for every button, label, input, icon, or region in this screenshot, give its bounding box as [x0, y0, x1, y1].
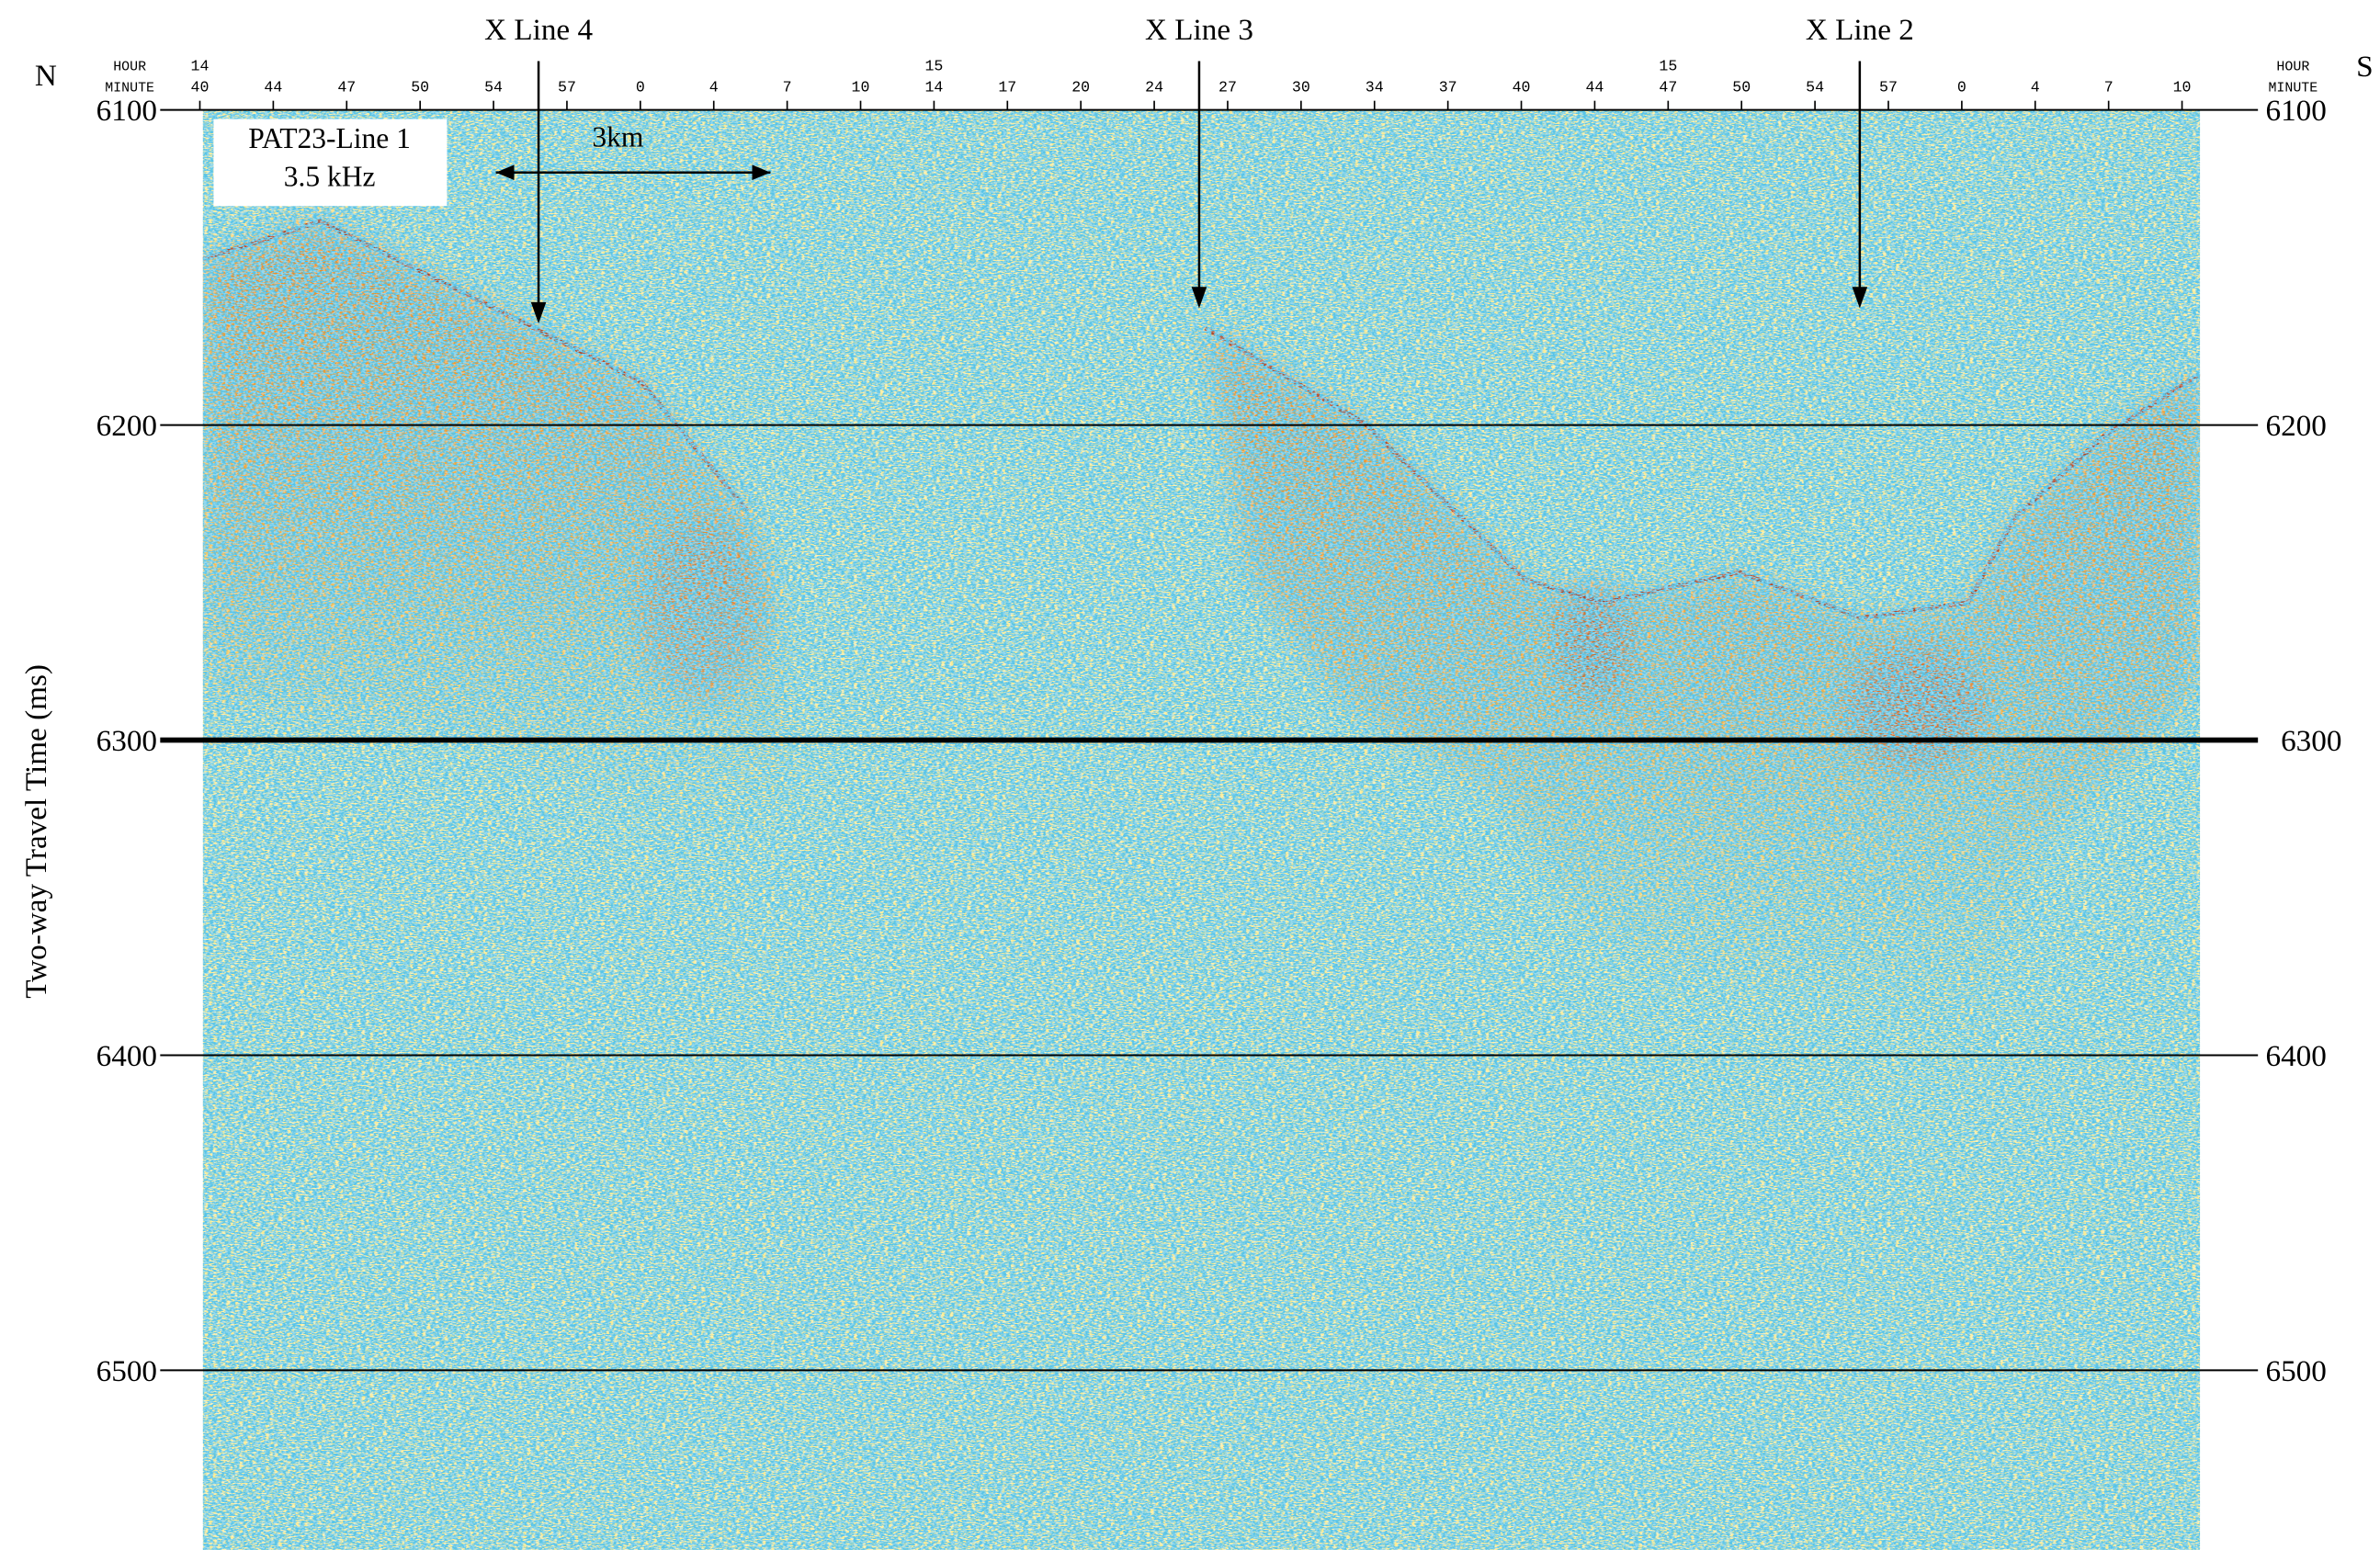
- minute-tick-label: 27: [1218, 79, 1237, 96]
- minute-tick-label: 10: [852, 79, 870, 96]
- crossing-arrowhead: [1852, 287, 1868, 309]
- label-box: [213, 119, 448, 207]
- y-tick-label: 6100: [2265, 94, 2326, 128]
- scale-bar: [495, 164, 771, 180]
- minute-tick-label: 47: [337, 79, 356, 96]
- scale-label: 3km: [592, 120, 644, 153]
- minute-tick-label: 7: [2104, 79, 2114, 96]
- y-tick-label: 6400: [2265, 1039, 2326, 1073]
- y-tick-label: 6500: [96, 1354, 157, 1388]
- crossing-arrowhead: [530, 301, 547, 324]
- hour-tick-label: 15: [924, 57, 943, 74]
- crossing-label: X Line 4: [484, 13, 593, 47]
- south-label: S: [2356, 50, 2373, 84]
- title: PAT23-Line 1: [248, 122, 411, 154]
- minute-tick-label: 20: [1071, 79, 1090, 96]
- minute-tick-label: 24: [1145, 79, 1163, 96]
- minute-tick-label: 34: [1366, 79, 1384, 96]
- minute-tick-label: 50: [411, 79, 429, 96]
- y-tick-label: 6200: [2265, 409, 2326, 443]
- minute-tick-label: 30: [1292, 79, 1310, 96]
- minute-tick-label: 44: [264, 79, 282, 96]
- y-axis-label: Two-way Travel Time (ms): [19, 664, 53, 999]
- minute-tick-label: 0: [636, 79, 645, 96]
- minute-label: MINUTE: [2268, 82, 2318, 96]
- minute-tick-label: 47: [1659, 79, 1677, 96]
- y-tick-label: 6200: [96, 409, 157, 443]
- minute-tick-label: 7: [783, 79, 792, 96]
- y-tick-label: 6300: [2281, 724, 2341, 758]
- minute-tick-label: 14: [924, 79, 943, 96]
- minute-tick-label: 57: [558, 79, 576, 96]
- minute-label: MINUTE: [105, 82, 154, 96]
- y-tick-label: 6300: [96, 724, 157, 758]
- crossing-label: X Line 3: [1145, 13, 1253, 47]
- minute-tick-label: 17: [998, 79, 1016, 96]
- hour-tick-label: 15: [1659, 57, 1677, 74]
- minute-tick-label: 10: [2173, 79, 2192, 96]
- hour-tick-label: 14: [191, 57, 210, 74]
- hour-label: HOUR: [113, 60, 146, 74]
- minute-tick-label: 50: [1732, 79, 1751, 96]
- minute-tick-label: 54: [1806, 79, 1824, 96]
- y-tick-label: 6100: [96, 94, 157, 128]
- crossing-arrowhead: [1191, 287, 1207, 309]
- minute-tick-label: 44: [1585, 79, 1604, 96]
- minute-tick-label: 40: [1513, 79, 1531, 96]
- minute-tick-label: 0: [1957, 79, 1966, 96]
- subtitle: 3.5 kHz: [284, 161, 376, 193]
- minute-tick-label: 57: [1879, 79, 1898, 96]
- profile-image: [202, 109, 2201, 1550]
- minute-tick-label: 37: [1439, 79, 1457, 96]
- minute-tick-label: 54: [484, 79, 503, 96]
- y-tick-label: 6500: [2265, 1354, 2326, 1388]
- hour-label: HOUR: [2276, 60, 2309, 74]
- minute-tick-label: 4: [2031, 79, 2040, 96]
- minute-tick-label: 40: [191, 79, 210, 96]
- crossing-label: X Line 2: [1806, 13, 1914, 47]
- y-tick-label: 6400: [96, 1039, 157, 1073]
- north-label: N: [35, 59, 57, 93]
- minute-tick-label: 4: [709, 79, 719, 96]
